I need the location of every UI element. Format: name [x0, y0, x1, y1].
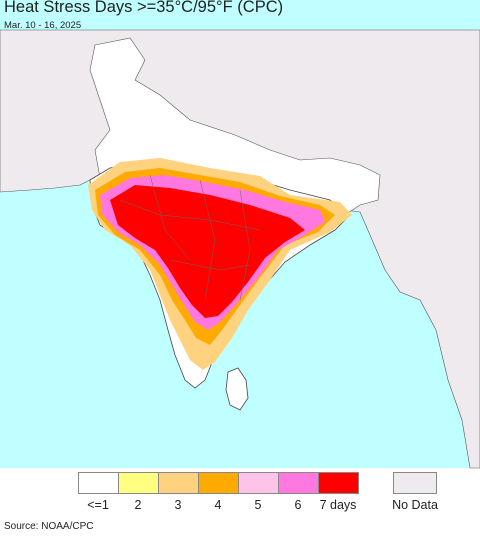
page-title: Heat Stress Days >=35°C/95°F (CPC): [4, 0, 284, 16]
legend-label: 5: [254, 498, 262, 512]
legend-swatch: [198, 472, 239, 494]
state-borders: [119, 174, 261, 301]
legend-label-no-data: No Data: [392, 498, 438, 512]
legend-swatch: [278, 472, 319, 494]
legend-label: 7 days: [319, 498, 357, 512]
legend-label: 6: [294, 498, 302, 512]
legend-swatch: [118, 472, 159, 494]
source-credit: Source: NOAA/CPC: [4, 521, 94, 532]
legend-swatch-no-data: [393, 472, 437, 494]
legend-swatch: [318, 472, 359, 494]
legend-label: <=1: [87, 498, 109, 512]
band-7: [110, 185, 305, 318]
legend-swatch: [158, 472, 199, 494]
legend-label: 3: [174, 498, 182, 512]
legend-label: 2: [134, 498, 142, 512]
legend-swatch: [238, 472, 279, 494]
legend-label: 4: [214, 498, 222, 512]
date-range: Mar. 10 - 16, 2025: [4, 20, 82, 31]
sri-lanka: [225, 367, 249, 411]
legend-swatch: [78, 472, 119, 494]
